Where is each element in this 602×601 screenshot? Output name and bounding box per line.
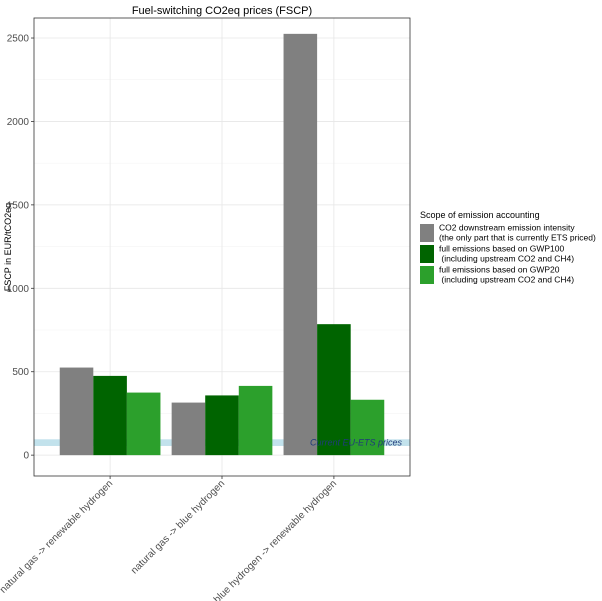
y-tick-label: 2500 (7, 34, 30, 45)
bar-3-2 (238, 385, 273, 456)
legend-label-line: CO2 downstream emission intensity (439, 223, 575, 233)
y-tick-label: 500 (12, 367, 29, 378)
legend-key-2 (420, 245, 434, 263)
legend: Scope of emission accounting CO2 downstr… (420, 210, 596, 285)
legend-label-3: full emissions based on GWP20 (including… (439, 265, 574, 285)
y-tick-label: 1500 (7, 200, 30, 211)
bars (59, 33, 385, 456)
legend-title: Scope of emission accounting (420, 210, 540, 220)
chart-title: Fuel-switching CO2eq prices (FSCP) (132, 5, 312, 17)
bar-1-1 (59, 367, 94, 456)
y-axis-title: FSCP in EUR/tCO2eq (3, 203, 13, 291)
annotation-label: Current EU-ETS prices (310, 438, 403, 448)
legend-label-2: full emissions based on GWP100 (includin… (439, 244, 574, 264)
bar-3-1 (126, 392, 161, 456)
legend-label-line: (the only part that is currently ETS pri… (439, 233, 596, 243)
legend-label-1: CO2 downstream emission intensity (the on… (439, 223, 596, 243)
legend-label-line: (including upstream CO2 and CH4) (439, 275, 574, 285)
bar-1-3 (283, 33, 318, 456)
legend-label-line: full emissions based on GWP100 (439, 244, 564, 254)
bar-2-2 (205, 395, 239, 456)
bar-2-1 (93, 375, 127, 456)
bar-3-3 (350, 399, 385, 456)
y-tick-label: 0 (23, 451, 29, 462)
y-tick-label: 2000 (7, 117, 30, 128)
y-axis: 0 500 1000 1500 2000 2500 (7, 34, 34, 462)
gridlines (34, 18, 410, 476)
y-tick-label: 1000 (7, 284, 30, 295)
legend-key-3 (420, 266, 434, 284)
bar-1-2 (171, 402, 206, 456)
legend-label-line: full emissions based on GWP20 (439, 265, 560, 275)
legend-key-1 (420, 224, 434, 242)
legend-label-line: (including upstream CO2 and CH4) (439, 254, 574, 264)
bar-2-3 (317, 324, 351, 456)
annotation-text-layer: Current EU-ETS prices (310, 438, 403, 448)
